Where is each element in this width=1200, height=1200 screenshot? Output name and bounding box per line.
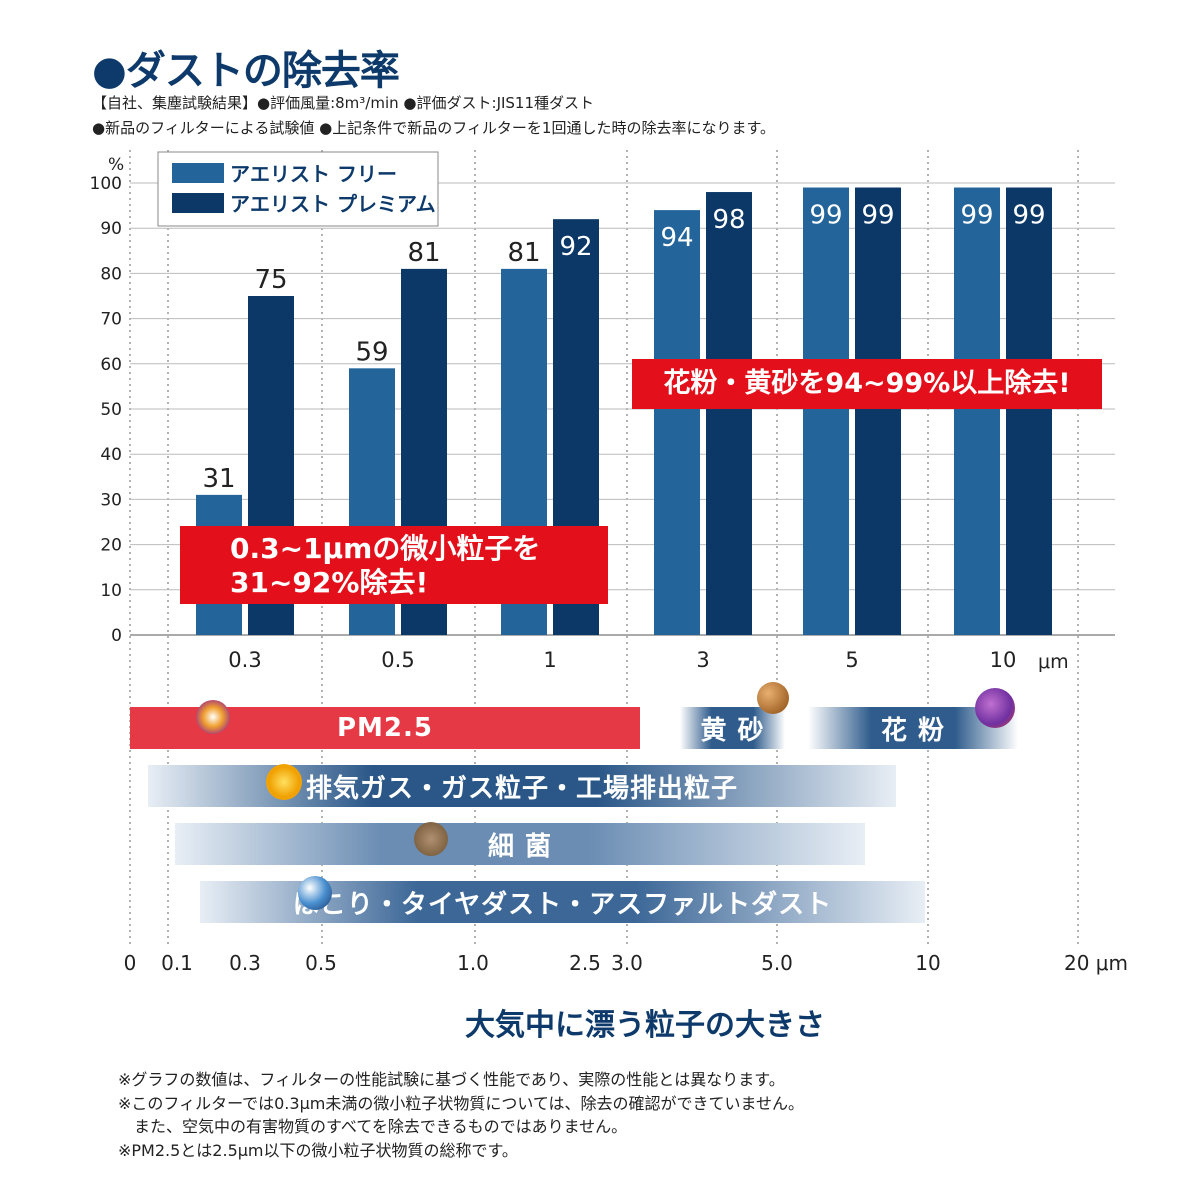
scale-tick-label: 10 bbox=[915, 951, 940, 975]
band-yellow-sand: 黄 砂 bbox=[680, 707, 785, 749]
data-label: 81 bbox=[507, 238, 540, 268]
bar-premium bbox=[855, 187, 901, 635]
scale-tick-label: 20 μm bbox=[1064, 951, 1128, 975]
y-tick-label: 100 bbox=[90, 174, 122, 194]
test-conditions: 【自社、集塵試験結果】●評価風量:8m³/min ●評価ダスト:JIS11種ダス… bbox=[92, 94, 595, 112]
scale-tick-label: 0.5 bbox=[305, 951, 337, 975]
scale-tick-label: 2.5 bbox=[569, 951, 601, 975]
callout-small-particles: 0.3~1μmの微小粒子を 31~92%除去! bbox=[180, 526, 608, 604]
legend-swatch bbox=[172, 163, 224, 183]
y-tick-label: 70 bbox=[100, 310, 122, 330]
sand-particle-icon bbox=[757, 682, 789, 714]
scale-tick-label: 3.0 bbox=[611, 951, 643, 975]
band-bacteria: 細 菌 bbox=[175, 823, 865, 865]
data-label: 81 bbox=[407, 238, 440, 268]
y-tick-label: 80 bbox=[100, 264, 122, 284]
data-label: 92 bbox=[559, 232, 592, 262]
data-label: 94 bbox=[660, 223, 693, 253]
pm25-particle-icon bbox=[196, 700, 230, 734]
particle-scale-title: 大気中に漂う粒子の大きさ bbox=[465, 1008, 825, 1043]
data-label: 99 bbox=[809, 201, 842, 231]
band-exhaust: 排気ガス・ガス粒子・工場排出粒子 bbox=[148, 765, 896, 807]
legend-label: アエリスト プレミアム bbox=[230, 192, 436, 216]
data-label: 59 bbox=[355, 337, 388, 367]
x-tick-label: 0.3 bbox=[228, 648, 261, 672]
y-tick-label: 0 bbox=[111, 626, 122, 646]
callout-pollen-sand: 花粉・黄砂を94~99%以上除去! bbox=[632, 359, 1102, 409]
data-label: 75 bbox=[254, 265, 287, 295]
x-tick-label: 5 bbox=[845, 648, 858, 672]
dust-particle-icon bbox=[298, 876, 332, 910]
bar-free bbox=[654, 210, 700, 635]
footnote: ※グラフの数値は、フィルターの性能試験に基づく性能であり、実際の性能とは異なりま… bbox=[118, 1070, 785, 1089]
x-tick-label: 10 bbox=[990, 648, 1017, 672]
data-label: 99 bbox=[861, 201, 894, 231]
scale-tick-label: 0 bbox=[124, 951, 137, 975]
data-label: 31 bbox=[202, 464, 235, 494]
bar-free bbox=[954, 187, 1000, 635]
bacteria-icon bbox=[414, 822, 448, 856]
x-tick-label: 1 bbox=[543, 648, 556, 672]
legend-swatch bbox=[172, 193, 224, 213]
legend-label: アエリスト フリー bbox=[230, 162, 397, 186]
scale-tick-label: 1.0 bbox=[457, 951, 489, 975]
x-tick-label: 3 bbox=[696, 648, 709, 672]
footnote: また、空気中の有害物質のすべてを除去できるものではありません。 bbox=[118, 1117, 628, 1136]
scale-tick-label: 0.3 bbox=[229, 951, 261, 975]
y-axis-unit: % bbox=[108, 155, 124, 175]
callout-line: 31~92%除去! bbox=[230, 566, 429, 599]
pollen-particle-icon bbox=[975, 688, 1015, 728]
data-label: 98 bbox=[712, 205, 745, 235]
callout-line: 0.3~1μmの微小粒子を bbox=[230, 532, 541, 565]
scale-tick-label: 0.1 bbox=[161, 951, 193, 975]
test-conditions-2: ●新品のフィルターによる試験値 ●上記条件で新品のフィルターを1回通した時の除去… bbox=[92, 119, 775, 137]
y-tick-label: 10 bbox=[100, 581, 122, 601]
footnote: ※このフィルターでは0.3μm未満の微小粒子状物質については、除去の確認ができて… bbox=[118, 1094, 805, 1113]
page-title: ●ダストの除去率 bbox=[92, 48, 400, 94]
y-tick-label: 40 bbox=[100, 445, 122, 465]
bar-premium bbox=[1006, 187, 1052, 635]
scale-tick-label: 5.0 bbox=[761, 951, 793, 975]
y-tick-label: 60 bbox=[100, 355, 122, 375]
data-label: 99 bbox=[960, 201, 993, 231]
y-tick-label: 50 bbox=[100, 400, 122, 420]
bar-premium bbox=[706, 192, 752, 636]
exhaust-particle-icon bbox=[266, 764, 302, 800]
footnote: ※PM2.5とは2.5μm以下の微小粒子状物質の総称です。 bbox=[118, 1141, 518, 1160]
data-label: 99 bbox=[1012, 201, 1045, 231]
y-tick-label: 20 bbox=[100, 536, 122, 556]
y-tick-label: 90 bbox=[100, 219, 122, 239]
x-axis-unit: μm bbox=[1038, 651, 1069, 673]
bar-free bbox=[803, 187, 849, 635]
x-tick-label: 0.5 bbox=[381, 648, 414, 672]
y-tick-label: 30 bbox=[100, 490, 122, 510]
